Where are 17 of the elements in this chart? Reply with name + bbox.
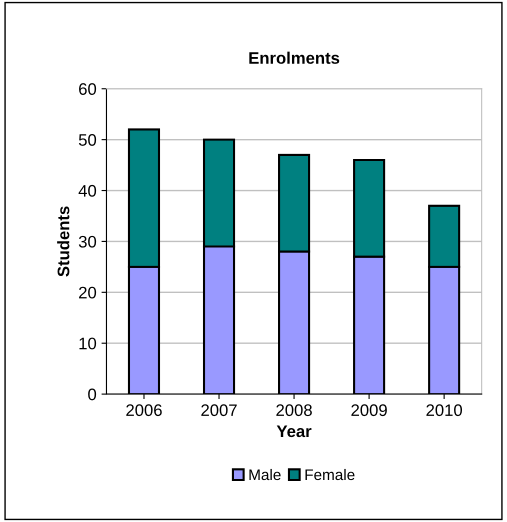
chart-title: Enrolments: [249, 52, 340, 64]
y-tick-label: 40: [78, 184, 96, 197]
legend-label: Male: [249, 468, 281, 480]
x-axis-title: Year: [276, 426, 312, 438]
legend-label: Female: [305, 468, 355, 480]
x-tick-label: 2010: [426, 404, 462, 416]
y-tick-label: 50: [78, 134, 96, 146]
x-tick-label: 2007: [201, 404, 237, 416]
x-tick-label: 2008: [276, 404, 312, 416]
y-tick-label: 60: [79, 83, 96, 95]
x-tick-label: 2009: [351, 404, 387, 416]
y-axis-title: Students: [57, 206, 70, 277]
y-tick-label: 30: [78, 236, 96, 248]
x-tick-label: 2006: [126, 404, 162, 416]
y-tick-label: 20: [79, 286, 96, 299]
y-tick-label: 10: [79, 338, 96, 350]
y-tick-label: 0: [88, 388, 96, 400]
